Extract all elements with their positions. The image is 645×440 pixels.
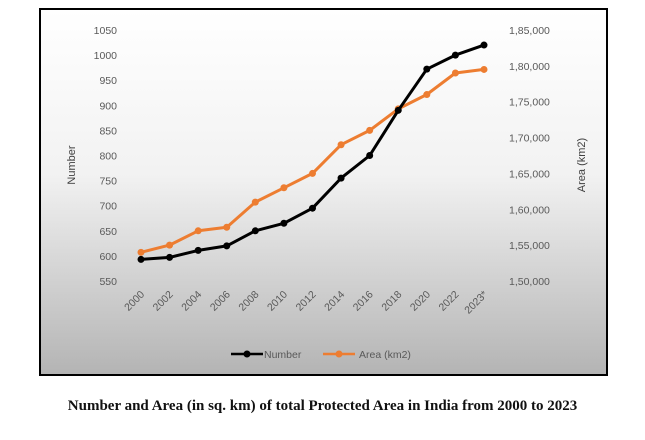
data-point-number xyxy=(166,253,174,261)
data-point-area xyxy=(480,65,488,73)
right-tick-label: 1,75,000 xyxy=(509,97,550,109)
right-tick-label: 1,80,000 xyxy=(509,61,550,73)
left-tick-label: 850 xyxy=(99,125,117,137)
left-tick-label: 550 xyxy=(99,276,117,288)
right-tick-label: 1,55,000 xyxy=(509,240,550,252)
data-point-area xyxy=(280,184,288,192)
left-tick-label: 600 xyxy=(99,251,117,263)
left-tick-label: 900 xyxy=(99,100,117,112)
legend-marker-area xyxy=(335,350,343,358)
right-tick-label: 1,50,000 xyxy=(509,276,550,288)
data-point-number xyxy=(451,51,459,59)
chart-frame: 550 600 650 700 750 800 850 900 950 1000 1050 1,50… xyxy=(39,8,608,376)
data-point-number xyxy=(137,255,145,263)
series-layer xyxy=(137,41,488,263)
data-point-number xyxy=(194,246,202,254)
data-point-area xyxy=(309,169,316,177)
data-point-number xyxy=(366,152,374,159)
data-point-area xyxy=(137,248,145,256)
data-point-number xyxy=(394,106,402,114)
data-point-area xyxy=(451,69,459,77)
figure-caption: Number and Area (in sq. km) of total Pro… xyxy=(67,398,578,414)
data-point-number xyxy=(309,204,316,212)
data-point-number xyxy=(280,219,288,227)
legend-label-number: Number xyxy=(264,349,302,361)
legend-label-area: Area (km2) xyxy=(359,349,411,361)
right-axis-ticks: 1,50,000 1,55,000 1,60,000 1,65,000 1,70,000… xyxy=(509,25,550,288)
right-tick-label: 1,60,000 xyxy=(509,204,550,216)
right-tick-label: 1,65,000 xyxy=(509,168,550,180)
left-tick-label: 700 xyxy=(99,201,117,213)
legend: Number Area (km2) xyxy=(231,349,411,361)
legend-marker-number xyxy=(243,350,251,358)
data-point-area xyxy=(223,223,231,231)
left-tick-label: 1050 xyxy=(94,25,118,37)
chart-background xyxy=(41,10,606,374)
data-point-number xyxy=(251,227,259,235)
data-point-number xyxy=(480,41,488,49)
left-axis-title: Number xyxy=(66,145,78,184)
left-tick-label: 750 xyxy=(99,176,117,188)
left-axis-ticks: 550 600 650 700 750 800 850 900 950 1000 1050 xyxy=(94,25,118,288)
data-point-area xyxy=(366,126,374,134)
left-tick-label: 650 xyxy=(99,226,117,238)
data-point-number xyxy=(223,242,231,250)
data-point-number xyxy=(337,174,345,182)
data-point-area xyxy=(166,241,174,249)
data-point-area xyxy=(423,91,431,99)
right-tick-label: 1,70,000 xyxy=(509,133,550,145)
left-tick-label: 800 xyxy=(99,151,117,163)
left-tick-label: 1000 xyxy=(94,50,118,62)
right-tick-label: 1,85,000 xyxy=(509,25,550,37)
data-point-area xyxy=(194,227,202,235)
data-point-number xyxy=(423,65,431,73)
left-tick-label: 950 xyxy=(99,75,117,87)
data-point-area xyxy=(251,198,259,206)
chart-svg: 550 600 650 700 750 800 850 900 950 1000 1050 1,50… xyxy=(41,10,606,374)
data-point-area xyxy=(337,141,345,149)
right-axis-title: Area (km2) xyxy=(576,138,588,192)
